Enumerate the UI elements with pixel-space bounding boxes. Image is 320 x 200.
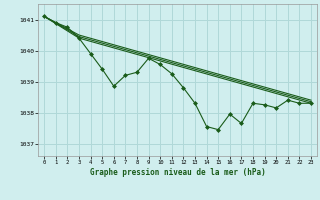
X-axis label: Graphe pression niveau de la mer (hPa): Graphe pression niveau de la mer (hPa): [90, 168, 266, 177]
